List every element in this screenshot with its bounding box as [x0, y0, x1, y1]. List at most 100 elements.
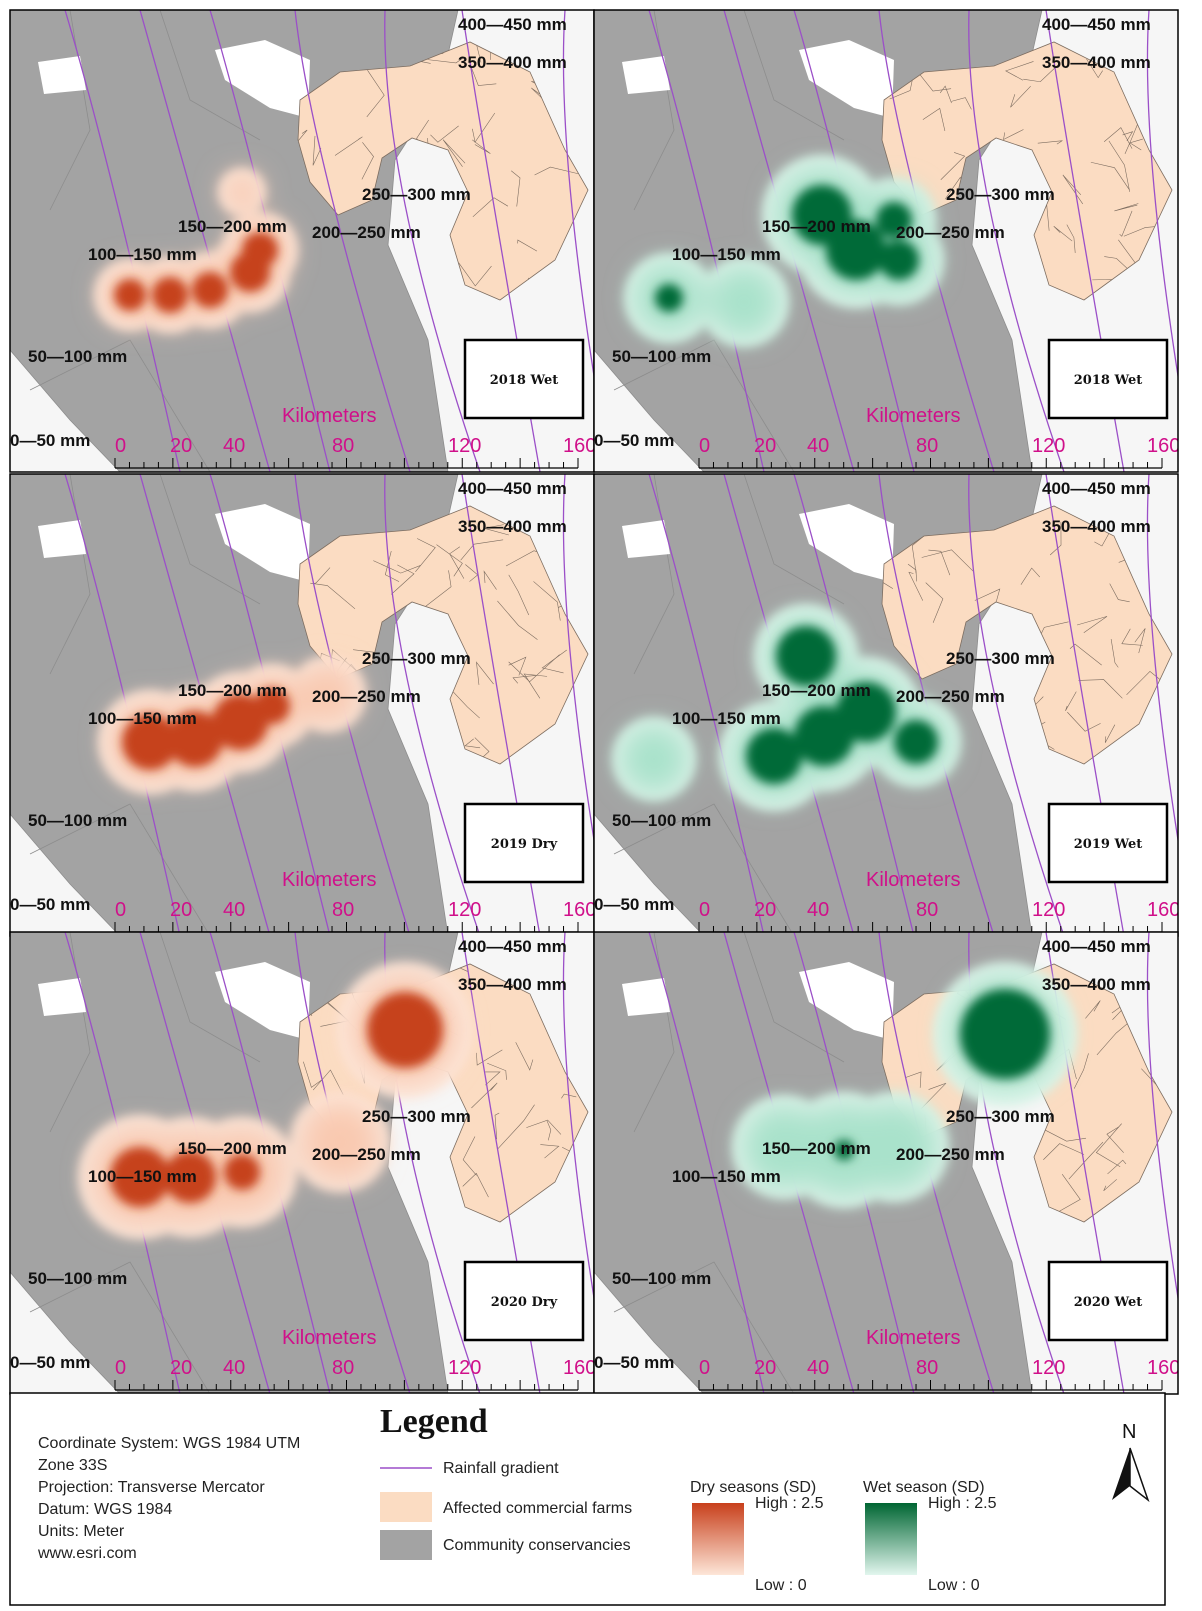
period-label: 2018 Wet [490, 373, 559, 388]
rainfall-gradient-line [562, 10, 594, 380]
rainfall-gradient-line [562, 474, 594, 844]
parcel-line [298, 129, 308, 155]
scale-tick-label: 40 [223, 1357, 245, 1379]
rainfall-gradient-line [1146, 10, 1178, 380]
scale-title: Kilometers [866, 1327, 960, 1349]
scale-tick-label: 40 [223, 899, 245, 921]
rainfall-label: 200—250 mm [896, 223, 1005, 242]
heat-blob-core [152, 277, 188, 313]
scale-tick-label: 120 [1032, 435, 1065, 457]
map-info: Projection: Transverse Mercator [38, 1479, 265, 1496]
rainfall-gradient-line [139, 10, 271, 472]
parcel-line [1073, 1053, 1089, 1089]
scale-tick-label: 160 [563, 899, 596, 921]
parcel-line [436, 544, 463, 577]
period-box [463, 1260, 585, 1342]
parcel-line [515, 1042, 534, 1071]
legend-wet-title: Wet season (SD) [863, 1479, 985, 1496]
white-area [799, 504, 894, 582]
parcel-line [517, 239, 538, 252]
heat-blob-core [367, 992, 443, 1068]
parcel-line [951, 97, 972, 110]
scale-tick-label: 0 [115, 435, 126, 457]
parcel-line [1049, 521, 1062, 556]
legend-dry-ramp [692, 1503, 744, 1575]
rainfall-gradient-line [562, 932, 594, 1302]
white-area [215, 504, 310, 582]
rainfall-label: 0—50 mm [10, 1353, 90, 1372]
parcel-line [427, 57, 464, 64]
parcel-line [1124, 124, 1138, 155]
heat-blob-core [224, 1154, 260, 1190]
heat-core [655, 185, 919, 312]
parcel-line [512, 675, 536, 684]
map-panels: 400—450 mm 350—400 mm 250—300 mm 150—200 mm… [9, 9, 1179, 1395]
heat-core [746, 626, 938, 784]
parcel-line [907, 563, 917, 582]
rainfall-label: 200—250 mm [312, 223, 421, 242]
parcel-line [1104, 256, 1131, 272]
parcel-line [303, 1061, 323, 1088]
panel-frame [593, 9, 1179, 473]
rainfall-label: 400—450 mm [458, 937, 567, 956]
parcel-line [928, 549, 951, 576]
rainfall-label: 0—50 mm [10, 895, 90, 914]
parcel-line [1057, 1174, 1081, 1213]
map-content: 400—450 mm 350—400 mm 250—300 mm 150—200 mm… [594, 932, 1178, 1394]
scale-tick-label: 20 [754, 435, 776, 457]
period-label: 2020 Dry [491, 1295, 558, 1310]
heat-blob-core [114, 279, 146, 311]
scale-tick-label: 20 [170, 1357, 192, 1379]
scale-tick-label: 20 [170, 435, 192, 457]
parcel-line [1110, 639, 1119, 668]
rainfall-gradient-line [209, 932, 331, 1394]
white-area [622, 520, 670, 558]
parcel-line [462, 1136, 477, 1176]
rainfall-gradient-line [648, 10, 765, 472]
scale-tick-label: 80 [332, 435, 354, 457]
north-label: N [1122, 1421, 1136, 1443]
parcel-line [921, 1082, 947, 1109]
heat-blob-halo [851, 1104, 937, 1190]
legend-item: Rainfall gradient [443, 1460, 559, 1477]
rainfall-label: 100—150 mm [88, 709, 197, 728]
rainfall-label: 350—400 mm [458, 975, 567, 994]
rainfall-gradient-line [648, 474, 765, 936]
scale-tick-label: 120 [1032, 1357, 1065, 1379]
white-area [622, 56, 670, 94]
map-info: Coordinate System: WGS 1984 UTM [38, 1435, 300, 1452]
scale-tick-label: 120 [448, 1357, 481, 1379]
parcel-line [373, 560, 421, 574]
period-box [463, 802, 585, 884]
map-content: 400—450 mm 350—400 mm 250—300 mm 150—200 mm… [10, 10, 594, 472]
parcel-line [430, 125, 459, 143]
parcel-line [939, 85, 952, 104]
map-panel: 400—450 mm 350—400 mm 250—300 mm 150—200 mm… [593, 473, 1179, 937]
rainfall-label: 100—150 mm [672, 1167, 781, 1186]
legend-wet-high: High : 2.5 [928, 1495, 997, 1512]
period-label: 2019 Dry [491, 837, 558, 852]
scale-tick-label: 120 [1032, 899, 1065, 921]
legend-dry-title: Dry seasons (SD) [690, 1479, 816, 1496]
rainfall-label: 350—400 mm [1042, 517, 1151, 536]
parcel-line [476, 661, 494, 685]
scale-tick-label: 40 [807, 899, 829, 921]
heat-blob-halo [301, 1103, 379, 1181]
rainfall-gradient-line [294, 10, 411, 472]
white-area [215, 962, 310, 1040]
rainfall-label: 50—100 mm [28, 1269, 127, 1288]
parcel-line [334, 136, 363, 156]
rainfall-gradient-line [878, 474, 995, 936]
map-panel: 400—450 mm 350—400 mm 250—300 mm 150—200 mm… [593, 9, 1179, 473]
map-content: 400—450 mm 350—400 mm 250—300 mm 150—200 mm… [594, 10, 1178, 472]
parcel-line [1109, 583, 1130, 603]
white-area [38, 56, 86, 94]
parcel-line [546, 1120, 552, 1141]
rainfall-label: 50—100 mm [612, 811, 711, 830]
parcel-line [310, 582, 356, 610]
parcel-line [487, 1062, 507, 1080]
rainfall-label: 0—50 mm [594, 431, 674, 450]
parcel-line [451, 690, 480, 719]
map-content: 400—450 mm 350—400 mm 250—300 mm 150—200 mm… [10, 932, 594, 1394]
